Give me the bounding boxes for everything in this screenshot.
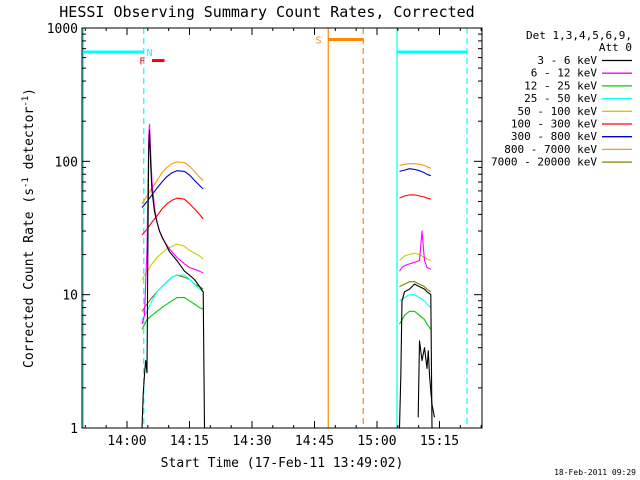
datestamp: 18-Feb-2011 09:29: [554, 468, 636, 477]
y-axis-label: Corrected Count Rate (s-1 detector-1): [21, 88, 37, 368]
y-tick-label: 1: [70, 422, 78, 437]
saa-flag-label: N: [146, 48, 152, 59]
night-flag-label: S: [315, 35, 321, 46]
series-line-1: [399, 230, 432, 272]
legend-item-label: 7000 - 20000 keV: [491, 156, 597, 169]
y-axis: 1 10 100 1000: [47, 22, 482, 437]
legend-item-label: 3 - 6 keV: [537, 54, 597, 67]
series-line-8: [399, 281, 432, 293]
flare-flag-label: F: [139, 57, 145, 68]
x-tick-label: 15:00: [357, 434, 396, 449]
y-axis-label-main: Corrected Count Rate (s: [22, 188, 37, 368]
x-tick-label: 14:45: [295, 434, 334, 449]
x-axis-label: Start Time (17-Feb-11 13:49:02): [161, 456, 404, 471]
plot-content: NF S: [82, 28, 468, 429]
legend-item-label: 100 - 300 keV: [511, 118, 597, 131]
legend-item-label: 25 - 50 keV: [524, 92, 597, 105]
legend-header-attenuator: Att 0: [599, 41, 632, 54]
series-line-4: [141, 243, 204, 280]
series-line-7: [399, 163, 431, 169]
y-axis-label-mid: detector: [22, 107, 37, 178]
y-axis-label-end: ): [22, 88, 37, 96]
x-tick-label: 14:30: [232, 434, 271, 449]
x-tick-label: 14:00: [107, 434, 146, 449]
series-line-3: [141, 274, 204, 320]
x-tick-label: 14:15: [170, 434, 209, 449]
y-axis-label-sup1: -1: [21, 177, 31, 188]
series-line-2: [399, 310, 432, 330]
series-line-2: [141, 297, 204, 330]
x-axis: 14:00 14:15 14:30 14:45 15:00 15:15: [84, 28, 482, 449]
series-line-0: [417, 340, 436, 418]
y-tick-label: 10: [62, 289, 78, 304]
legend-item-label: 800 - 7000 keV: [504, 143, 597, 156]
x-tick-label: 15:15: [420, 434, 459, 449]
plot-frame: [81, 27, 483, 429]
legend-item-label: 12 - 25 keV: [524, 79, 597, 92]
series-line-4: [399, 252, 432, 262]
chart-title: HESSI Observing Summary Count Rates, Cor…: [59, 3, 474, 21]
legend-header-detectors: Det 1,3,4,5,6,9,: [526, 29, 632, 42]
legend-item-label: 50 - 100 keV: [518, 105, 598, 118]
y-tick-label: 100: [55, 155, 78, 170]
legend-item-label: 6 - 12 keV: [531, 67, 598, 80]
y-tick-label: 1000: [47, 22, 78, 37]
series-line-5: [399, 194, 431, 200]
series-line-6: [399, 168, 431, 177]
series-line-5: [141, 197, 204, 236]
series-line-0: [398, 283, 433, 429]
y-axis-label-sup2: -1: [21, 96, 31, 107]
series-line-3: [399, 294, 432, 309]
legend-item-label: 300 - 800 keV: [511, 130, 597, 143]
series-line-0: [141, 130, 206, 429]
